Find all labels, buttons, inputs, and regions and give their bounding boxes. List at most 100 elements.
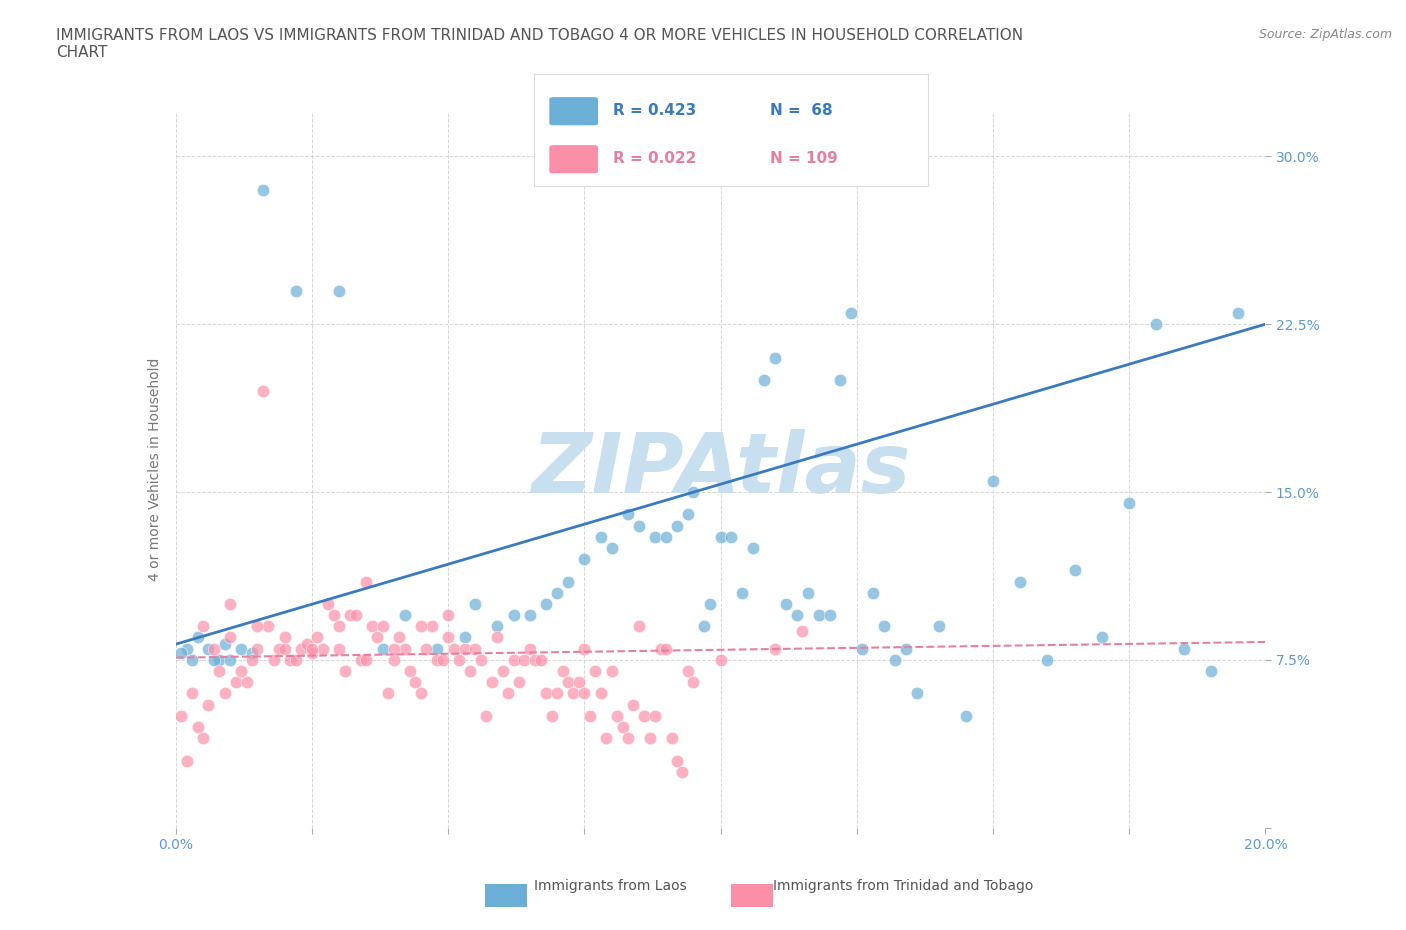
Point (252, 384, 274, 399)
Point (464, 596, 486, 611)
Point (534, 686, 557, 701)
Point (830, 373, 852, 388)
Point (333, 664, 356, 679)
Point (666, 518, 689, 533)
Point (1199, 664, 1222, 679)
Point (546, 585, 568, 600)
Point (356, 653, 378, 668)
Point (818, 607, 841, 622)
Point (186, 720, 209, 735)
Point (1144, 317, 1167, 332)
Point (240, 653, 263, 668)
Point (360, 618, 382, 633)
Point (257, 618, 280, 633)
Point (981, 473, 1004, 488)
Point (284, 284, 307, 299)
Point (219, 653, 242, 668)
Point (1118, 496, 1140, 511)
Point (420, 618, 443, 633)
Point (458, 664, 481, 679)
Point (928, 618, 950, 633)
Point (208, 653, 231, 668)
Point (763, 351, 786, 365)
Point (464, 642, 486, 657)
Point (269, 642, 291, 657)
Point (502, 607, 524, 622)
Point (671, 764, 693, 779)
Point (530, 653, 553, 668)
Point (191, 618, 214, 633)
Point (278, 653, 301, 668)
Point (540, 709, 562, 724)
Point (644, 709, 666, 724)
Point (214, 686, 236, 701)
Point (181, 686, 204, 701)
Point (453, 642, 475, 657)
Point (170, 645, 193, 660)
Point (546, 686, 568, 701)
Point (1173, 642, 1195, 657)
Point (524, 653, 547, 668)
Point (382, 653, 405, 668)
Point (638, 731, 661, 746)
Point (481, 675, 503, 690)
Point (486, 618, 509, 633)
Text: Immigrants from Laos: Immigrants from Laos (534, 879, 688, 893)
Point (350, 653, 373, 668)
Point (574, 686, 596, 701)
Point (426, 653, 449, 668)
Point (676, 664, 699, 679)
Point (318, 596, 340, 611)
Point (905, 686, 928, 701)
Point (371, 618, 394, 633)
Point (551, 664, 574, 679)
Point (225, 675, 247, 690)
Point (274, 642, 297, 657)
Point (405, 675, 427, 690)
Point (202, 642, 225, 657)
Text: IMMIGRANTS FROM LAOS VS IMMIGRANTS FROM TRINIDAD AND TOBAGO 4 OR MORE VEHICLES I: IMMIGRANTS FROM LAOS VS IMMIGRANTS FROM … (56, 28, 1024, 60)
Point (208, 664, 231, 679)
Point (432, 653, 454, 668)
Point (284, 653, 307, 668)
Point (290, 642, 312, 657)
Point (356, 574, 378, 589)
Point (295, 637, 318, 652)
Point (1063, 563, 1085, 578)
Point (786, 607, 808, 622)
Point (589, 529, 612, 544)
Point (612, 720, 634, 735)
Point (600, 540, 623, 555)
Point (219, 630, 242, 644)
Point (447, 653, 470, 668)
Point (214, 637, 236, 652)
Point (955, 709, 977, 724)
Point (742, 540, 765, 555)
Point (426, 642, 449, 657)
Point (873, 618, 896, 633)
Point (394, 642, 416, 657)
Point (595, 731, 617, 746)
Point (181, 653, 204, 668)
Point (197, 698, 219, 712)
Point (470, 653, 492, 668)
FancyBboxPatch shape (550, 98, 598, 125)
Point (382, 642, 405, 657)
Point (328, 618, 350, 633)
Point (1227, 306, 1250, 321)
Point (328, 284, 350, 299)
Point (388, 630, 411, 644)
Point (579, 709, 602, 724)
Point (263, 653, 285, 668)
Point (344, 607, 367, 622)
Point (186, 630, 209, 644)
Point (409, 618, 432, 633)
Text: N =  68: N = 68 (770, 102, 834, 117)
Point (197, 642, 219, 657)
Point (682, 675, 704, 690)
Point (621, 698, 644, 712)
Point (589, 686, 612, 701)
Point (399, 664, 422, 679)
Point (231, 664, 253, 679)
Point (519, 642, 541, 657)
